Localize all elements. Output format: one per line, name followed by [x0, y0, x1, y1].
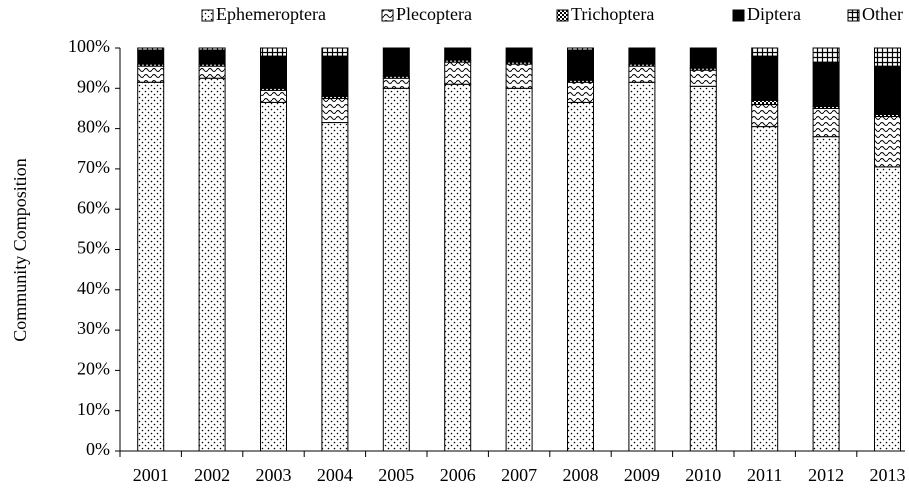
x-tick-label: 2009 — [624, 465, 660, 485]
bar-segment — [689, 69, 717, 87]
bar-segment — [382, 47, 410, 77]
bar-segment — [874, 116, 901, 168]
bar-segment — [567, 81, 594, 103]
legend-label: Ephemeroptera — [216, 4, 326, 24]
bar-segment — [321, 55, 349, 97]
bar-segment — [567, 47, 594, 51]
bar-segment — [260, 89, 287, 103]
bar-segment — [382, 77, 410, 89]
x-tick-label: 2001 — [133, 465, 169, 485]
y-tick-label: 70% — [77, 157, 110, 177]
y-tick-label: 100% — [68, 36, 110, 56]
bar-segment — [505, 47, 533, 63]
bar-segment — [505, 63, 533, 89]
x-tick-label: 2007 — [501, 465, 537, 485]
bar-segment — [812, 136, 840, 452]
bar-segment — [137, 49, 165, 65]
bar-segment — [751, 126, 779, 452]
bar-segment — [198, 47, 226, 51]
legend-swatch — [381, 9, 394, 22]
y-tick-label: 30% — [77, 318, 110, 338]
legend-label: Diptera — [747, 4, 801, 24]
y-tick-label: 20% — [77, 359, 110, 379]
x-tick-label: 2006 — [440, 465, 476, 485]
bar-segment — [382, 87, 410, 452]
bar-segment — [874, 65, 901, 115]
y-tick-label: 10% — [77, 399, 110, 419]
x-tick-label: 2002 — [194, 465, 230, 485]
bar-segment — [751, 103, 779, 128]
x-tick-label: 2012 — [808, 465, 844, 485]
bar-segment — [321, 47, 349, 57]
bar-segment — [812, 107, 840, 138]
bar-segment — [321, 122, 349, 452]
bar-segment — [444, 61, 472, 85]
bar-segment — [751, 55, 779, 101]
bar-segment — [689, 47, 717, 69]
bar-segment — [137, 47, 165, 51]
bar-segment — [444, 83, 472, 452]
bar-segment — [260, 101, 287, 452]
bar-segment — [567, 101, 594, 452]
y-axis-label: Community Composition — [10, 158, 30, 342]
x-tick-label: 2005 — [378, 465, 414, 485]
legend-swatch — [556, 9, 569, 22]
bar-segment — [137, 65, 165, 83]
bar-segment — [321, 97, 349, 124]
y-tick-label: 90% — [77, 76, 110, 96]
bar-segment — [260, 47, 287, 57]
legend-label: Trichoptera — [571, 4, 654, 24]
bar-segment — [198, 49, 226, 65]
legend-label: Plecoptera — [396, 4, 472, 24]
bar-segment — [137, 81, 165, 452]
x-tick-label: 2004 — [317, 465, 353, 485]
bar-segment — [444, 47, 472, 61]
bar-segment — [198, 77, 226, 452]
bar-segment — [874, 47, 901, 67]
bar-segment — [628, 65, 656, 83]
bar-segment — [751, 99, 779, 105]
bar-segment — [260, 55, 287, 89]
y-tick-label: 50% — [77, 238, 110, 258]
legend-swatch — [847, 9, 860, 22]
bar-segment — [505, 87, 533, 452]
bar-segment — [751, 47, 779, 57]
bar-segment — [198, 65, 226, 79]
legend-swatch — [201, 9, 214, 22]
bar-segment — [628, 47, 656, 65]
bar-segment — [874, 166, 901, 452]
bar-segment — [567, 49, 594, 81]
x-tick-label: 2010 — [685, 465, 721, 485]
y-tick-label: 0% — [86, 439, 110, 459]
bar-segment — [689, 85, 717, 452]
y-tick-label: 60% — [77, 197, 110, 217]
bar-segment — [628, 81, 656, 452]
legend-label: Other — [862, 4, 903, 24]
legend-swatch — [732, 9, 745, 22]
y-tick-label: 80% — [77, 117, 110, 137]
x-tick-label: 2003 — [256, 465, 292, 485]
bar-segment — [812, 61, 840, 107]
bar-segment — [812, 47, 840, 63]
y-tick-label: 40% — [77, 278, 110, 298]
x-tick-label: 2013 — [870, 465, 906, 485]
x-tick-label: 2008 — [563, 465, 599, 485]
x-tick-label: 2011 — [747, 465, 782, 485]
